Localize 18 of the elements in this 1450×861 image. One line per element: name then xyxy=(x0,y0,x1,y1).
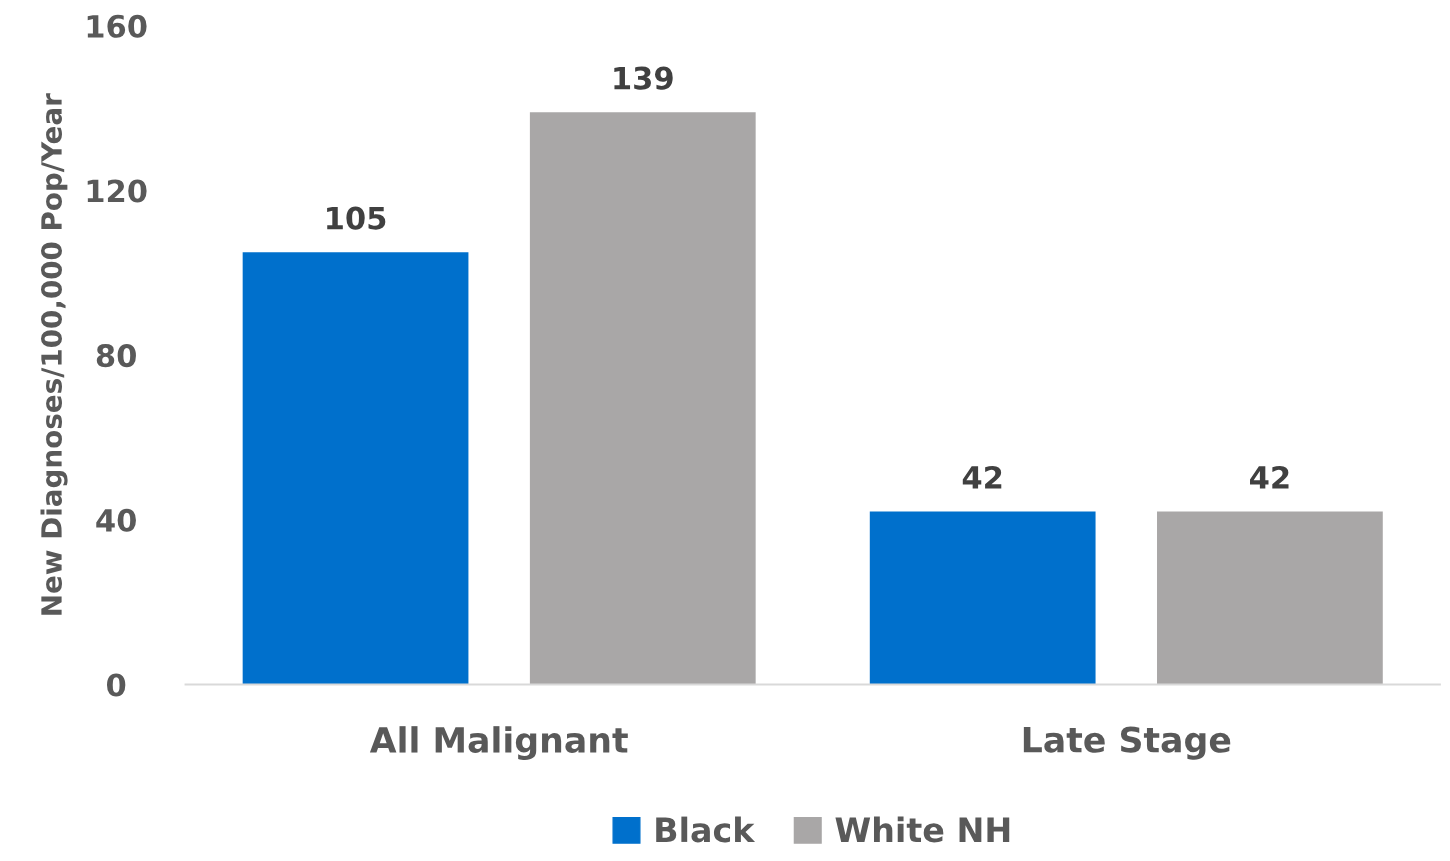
data-label: 42 xyxy=(962,465,1002,489)
bar xyxy=(529,112,756,685)
bar xyxy=(869,511,1096,685)
y-axis-title: New Diagnoses/100,000 Pop/Year xyxy=(40,93,68,615)
bar xyxy=(242,252,469,685)
data-label: 42 xyxy=(1250,465,1289,489)
x-tick-label: All Malignant xyxy=(369,726,628,761)
y-tick-label: 120 xyxy=(87,179,147,203)
y-tick-label: 160 xyxy=(87,14,147,38)
data-label: 139 xyxy=(614,66,673,90)
legend-label: Black xyxy=(656,816,756,843)
y-tick-label: 0 xyxy=(106,673,126,697)
y-tick-label: 80 xyxy=(96,344,136,368)
y-tick-label: 40 xyxy=(96,508,136,532)
x-tick-label: Late Stage xyxy=(1023,726,1231,760)
legend-label: White NH xyxy=(835,816,1010,843)
bar xyxy=(1157,511,1383,685)
data-label: 105 xyxy=(327,206,386,230)
